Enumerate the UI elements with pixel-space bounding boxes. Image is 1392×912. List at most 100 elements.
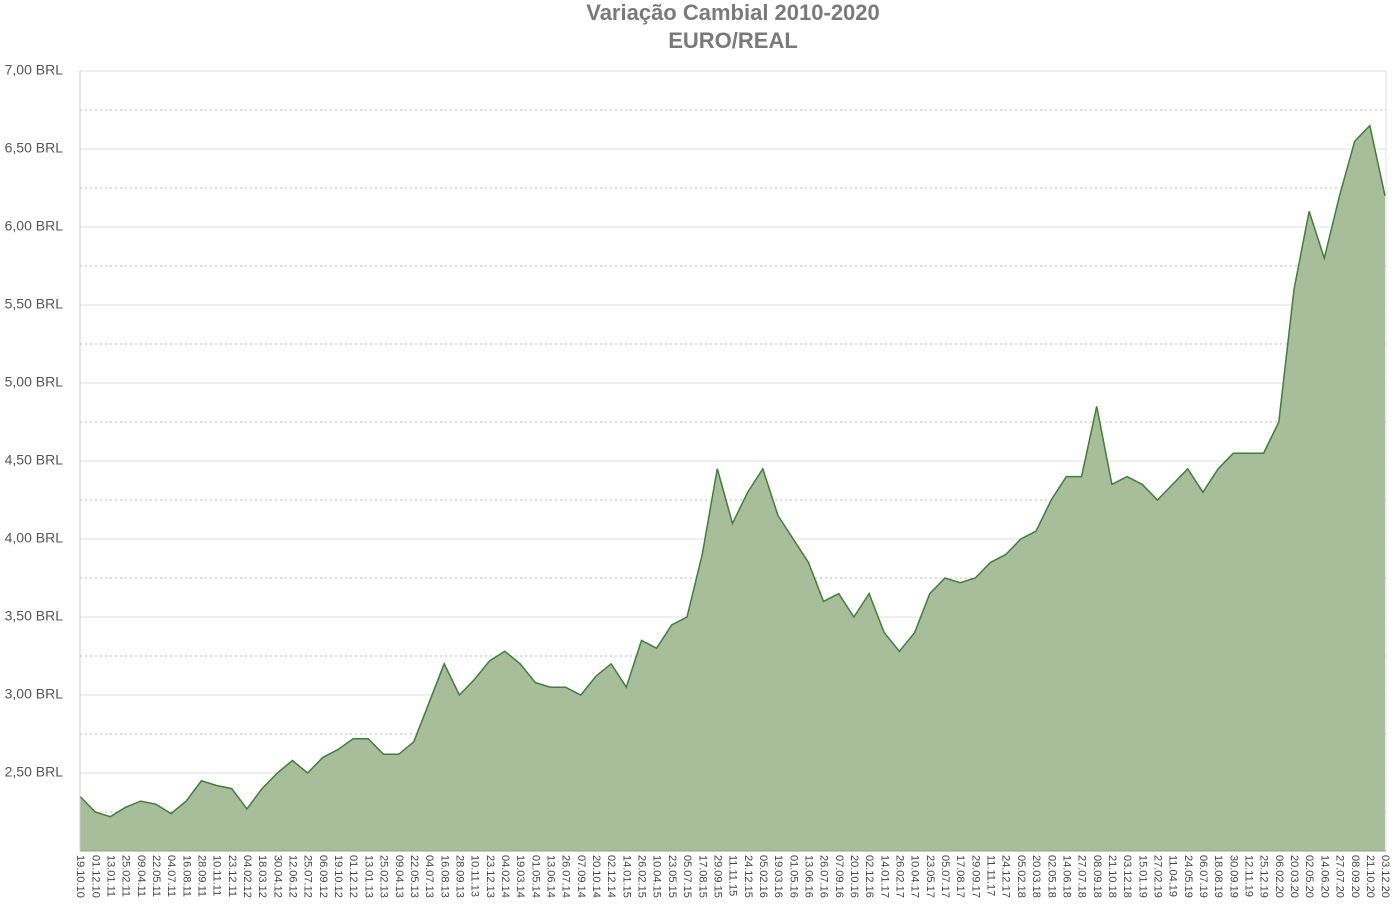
x-tick-label: 28.09.13: [453, 855, 465, 898]
x-tick-label: 23.05.15: [666, 855, 678, 898]
x-tick-label: 18.03.12: [256, 855, 268, 898]
x-tick-label: 26.07.14: [560, 855, 572, 898]
x-tick-label: 05.07.17: [939, 855, 951, 898]
x-tick-label: 01.12.12: [347, 855, 359, 898]
y-tick-label: 6,00 BRL: [5, 218, 64, 234]
x-tick-label: 13.01.13: [362, 855, 374, 898]
area-fill: [80, 125, 1385, 852]
x-tick-label: 01.05.14: [529, 855, 541, 898]
x-tick-label: 30.04.12: [271, 855, 283, 898]
x-tick-label: 05.07.15: [681, 855, 693, 898]
x-tick-label: 27.07.18: [1076, 855, 1088, 898]
x-tick-label: 15.01.19: [1136, 855, 1148, 898]
x-tick-label: 22.05.13: [408, 855, 420, 898]
x-tick-label: 07.09.16: [833, 855, 845, 898]
x-tick-label: 30.09.19: [1227, 855, 1239, 898]
x-tick-label: 14.06.18: [1060, 855, 1072, 898]
x-tick-label: 04.07.13: [423, 855, 435, 898]
y-tick-label: 4,00 BRL: [5, 530, 64, 546]
x-tick-label: 14.01.17: [878, 855, 890, 898]
x-tick-label: 02.12.16: [863, 855, 875, 898]
x-tick-label: 04.02.12: [241, 855, 253, 898]
y-tick-label: 3,50 BRL: [5, 608, 64, 624]
x-tick-label: 02.05.18: [1045, 855, 1057, 898]
x-tick-label: 20.03.18: [1030, 855, 1042, 898]
x-tick-label: 09.04.11: [135, 855, 147, 897]
x-tick-label: 25.07.12: [302, 855, 314, 898]
x-tick-label: 25.02.11: [120, 855, 132, 897]
x-tick-label: 11.04.19: [1167, 855, 1179, 897]
x-tick-label: 10.04.17: [909, 855, 921, 898]
x-tick-label: 10.04.15: [651, 855, 663, 898]
y-tick-label: 7,00 BRL: [5, 62, 64, 78]
x-tick-label: 16.08.13: [438, 855, 450, 898]
y-tick-label: 2,50 BRL: [5, 764, 64, 780]
x-tick-label: 06.09.12: [317, 855, 329, 898]
x-tick-label: 26.02.17: [893, 855, 905, 898]
y-tick-label: 4,50 BRL: [5, 452, 64, 468]
x-tick-label: 20.10.14: [590, 855, 602, 898]
x-tick-label: 11.11.15: [727, 855, 739, 896]
x-tick-label: 26.02.15: [636, 855, 648, 898]
x-tick-label: 13.06.14: [544, 855, 556, 898]
x-tick-label: 08.09.20: [1349, 855, 1361, 898]
chart-subtitle: EURO/REAL: [668, 28, 798, 53]
x-tick-label: 07.09.14: [575, 855, 587, 898]
x-tick-label: 24.12.17: [1000, 855, 1012, 898]
x-tick-label: 23.05.17: [924, 855, 936, 898]
x-tick-label: 17.08.15: [696, 855, 708, 898]
x-tick-label: 04.07.11: [165, 855, 177, 897]
x-tick-label: 28.09.11: [195, 855, 207, 897]
x-tick-label: 22.05.11: [150, 855, 162, 897]
x-tick-label: 13.06.16: [802, 855, 814, 898]
x-tick-label: 25.12.19: [1258, 855, 1270, 898]
y-tick-label: 5,50 BRL: [5, 296, 64, 312]
x-tick-label: 21.10.20: [1364, 855, 1376, 898]
x-tick-label: 01.05.16: [787, 855, 799, 898]
x-tick-label: 04.02.14: [499, 855, 511, 898]
x-tick-label: 23.12.13: [484, 855, 496, 898]
x-tick-label: 21.10.18: [1106, 855, 1118, 898]
x-tick-label: 23.12.11: [226, 855, 238, 897]
y-tick-label: 3,00 BRL: [5, 686, 64, 702]
x-tick-label: 11.11.17: [985, 855, 997, 896]
x-tick-label: 06.02.20: [1273, 855, 1285, 898]
x-tick-label: 14.01.15: [620, 855, 632, 898]
x-tick-label: 02.12.14: [605, 855, 617, 898]
x-tick-label: 12.06.12: [286, 855, 298, 898]
x-tick-label: 25.02.13: [378, 855, 390, 898]
x-tick-label: 12.11.19: [1242, 855, 1254, 897]
x-tick-label: 26.07.16: [818, 855, 830, 898]
x-tick-label: 19.10.10: [74, 855, 86, 898]
area-line: [79, 124, 1386, 818]
x-tick-label: 10.11.11: [211, 855, 223, 896]
y-tick-label: 6,50 BRL: [5, 140, 64, 156]
x-tick-label: 03.12.20: [1379, 855, 1391, 898]
x-tick-label: 10.11.13: [469, 855, 481, 897]
x-tick-label: 20.03.20: [1288, 855, 1300, 898]
chart-title: Variação Cambial 2010-2020: [586, 0, 880, 25]
x-tick-label: 09.04.13: [393, 855, 405, 898]
x-tick-label: 02.05.20: [1303, 855, 1315, 898]
x-tick-label: 20.10.16: [848, 855, 860, 898]
x-tick-label: 24.05.19: [1182, 855, 1194, 898]
x-tick-label: 14.06.20: [1318, 855, 1330, 898]
x-tick-label: 29.09.15: [711, 855, 723, 898]
x-tick-label: 17.08.17: [954, 855, 966, 898]
x-tick-label: 19.03.14: [514, 855, 526, 898]
y-tick-label: 5,00 BRL: [5, 374, 64, 390]
x-tick-label: 18.08.19: [1212, 855, 1224, 898]
x-tick-label: 16.08.11: [180, 855, 192, 897]
x-tick-label: 01.12.10: [89, 855, 101, 898]
x-tick-label: 19.10.12: [332, 855, 344, 898]
x-tick-label: 24.12.15: [742, 855, 754, 898]
x-tick-label: 06.07.19: [1197, 855, 1209, 898]
x-tick-label: 08.09.18: [1091, 855, 1103, 898]
x-tick-label: 13.01.11: [104, 855, 116, 897]
x-tick-label: 05.02.16: [757, 855, 769, 898]
x-tick-label: 03.12.18: [1121, 855, 1133, 898]
x-tick-label: 27.07.20: [1334, 855, 1346, 898]
x-tick-label: 19.03.16: [772, 855, 784, 898]
x-tick-label: 05.02.18: [1015, 855, 1027, 898]
